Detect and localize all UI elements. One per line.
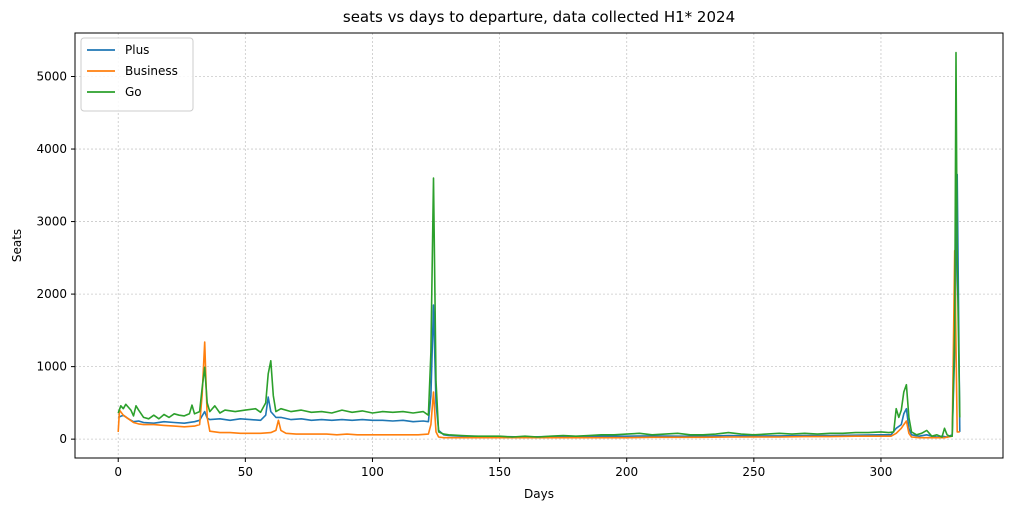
x-tick-label: 150	[488, 465, 511, 479]
x-tick-label: 50	[238, 465, 253, 479]
legend-label: Plus	[125, 43, 149, 57]
legend-label: Go	[125, 85, 142, 99]
y-tick-label: 5000	[36, 70, 67, 84]
legend-label: Business	[125, 64, 178, 78]
y-axis-label: Seats	[10, 229, 24, 262]
y-tick-label: 3000	[36, 215, 67, 229]
x-tick-label: 250	[742, 465, 765, 479]
y-tick-label: 1000	[36, 360, 67, 374]
x-tick-label: 0	[114, 465, 122, 479]
y-tick-label: 4000	[36, 142, 67, 156]
x-tick-label: 100	[361, 465, 384, 479]
series-line-go	[117, 51, 961, 438]
x-tick-label: 200	[615, 465, 638, 479]
series-lines	[117, 51, 961, 439]
y-tick-label: 0	[59, 432, 67, 446]
plot-frame	[74, 32, 1004, 459]
chart-title: seats vs days to departure, data collect…	[343, 8, 735, 26]
y-tick-label: 2000	[36, 287, 67, 301]
x-axis-label: Days	[524, 487, 554, 501]
legend: Plus Business Go	[80, 37, 194, 112]
x-tick-label: 300	[870, 465, 893, 479]
grid	[75, 33, 1003, 458]
